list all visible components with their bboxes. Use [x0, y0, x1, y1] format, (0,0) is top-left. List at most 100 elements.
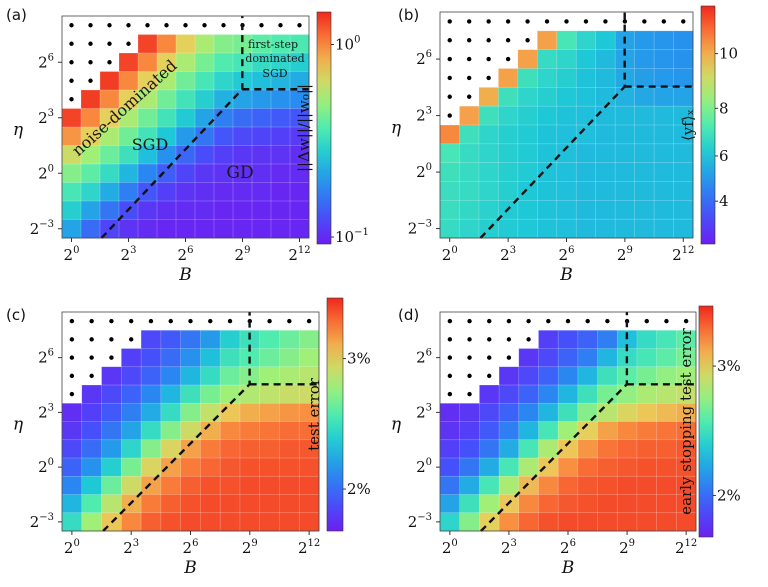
heatmap-cell [656, 402, 678, 423]
heatmap-cell [557, 366, 579, 386]
heatmap-cell [80, 219, 101, 239]
colorbar-tick-label: 8 [719, 99, 729, 117]
diverged-dot [525, 19, 530, 24]
heatmap-cell [538, 421, 559, 441]
heatmap-cell [259, 384, 281, 404]
heatmap-cell [636, 402, 658, 423]
diverged-dot [69, 391, 75, 397]
diverged-dot [447, 373, 453, 379]
heatmap-cell [673, 162, 694, 183]
x-tick-label-base: 2 [123, 539, 133, 557]
heatmap-cell [597, 494, 618, 514]
heatmap-cell [251, 126, 272, 147]
heatmap-cell [614, 162, 636, 183]
heatmap-cell [259, 439, 281, 459]
heatmap-cell [61, 457, 83, 477]
heatmap-cell [673, 181, 694, 202]
diverged-dot [89, 373, 94, 379]
y-tick-label-base: 2 [408, 220, 418, 238]
heatmap-cell [101, 475, 123, 496]
diverged-dot [287, 318, 292, 324]
y-tick-label-exp: −3 [417, 512, 432, 523]
heatmap-cell [101, 402, 123, 423]
diverged-dot [221, 23, 226, 28]
heatmap-cell [517, 162, 539, 183]
diverged-dot [486, 75, 491, 81]
heatmap-cell [213, 200, 234, 221]
heatmap-cell [575, 143, 597, 164]
heatmap-cell [518, 457, 540, 477]
colorbar-label: test error [305, 377, 323, 451]
heatmap-cell [239, 384, 261, 404]
heatmap-cell [595, 30, 616, 51]
heatmap-cell [239, 439, 261, 459]
diverged-dot [128, 318, 134, 324]
heatmap-cell [439, 162, 461, 183]
heatmap-cell [614, 143, 636, 164]
x-tick-label-exp: 3 [511, 538, 517, 549]
diverged-dot [69, 97, 74, 102]
heatmap-cell [595, 49, 616, 70]
heatmap-cell [459, 475, 481, 496]
heatmap-cell [656, 512, 678, 532]
diverged-dot [505, 19, 511, 24]
x-tick-label-exp: 9 [244, 245, 250, 256]
diverged-dot [467, 337, 472, 342]
heatmap-cell [478, 124, 500, 145]
heatmap-cell [459, 181, 480, 202]
heatmap-cell [101, 457, 123, 477]
diverged-dot [88, 41, 93, 46]
heatmap-cell [636, 366, 658, 386]
x-tick-label-exp: 6 [192, 538, 198, 549]
heatmap-cell [140, 494, 162, 514]
heatmap-cell [518, 439, 540, 459]
diverged-dot [69, 337, 75, 342]
diverged-dot [486, 19, 491, 24]
heatmap-cell [479, 494, 500, 514]
heatmap-cell [656, 421, 678, 441]
y-tick-label-exp: 3 [48, 108, 54, 119]
diverged-dot [128, 337, 134, 342]
heatmap-cell [251, 89, 272, 110]
heatmap-cell [616, 421, 638, 441]
heatmap-cell [194, 89, 215, 110]
y-tick-label: 23 [416, 402, 432, 421]
diverged-dot [447, 318, 453, 324]
y-tick-label: 2−3 [408, 219, 432, 238]
heatmap-cell [634, 218, 655, 239]
heatmap-cell [81, 421, 103, 441]
x-tick-label: 20 [442, 538, 458, 557]
heatmap-cell [537, 105, 558, 126]
heatmap-cell [121, 475, 142, 496]
heatmap-cell [140, 402, 162, 423]
diverged-dot [107, 23, 112, 28]
heatmap-cell [200, 329, 221, 350]
heatmap-cell [279, 421, 300, 441]
heatmap-cell [156, 219, 177, 239]
diverged-dot [505, 56, 511, 62]
heatmap-cell [61, 439, 83, 459]
heatmap-cell [137, 219, 158, 239]
heatmap-cell [118, 52, 139, 73]
heatmap-cell [575, 30, 597, 51]
diverged-dot [227, 318, 233, 324]
panel-label: (b) [398, 6, 419, 24]
x-tick-label-exp: 3 [510, 245, 516, 256]
heatmap-cell [479, 421, 500, 441]
y-tick-label-exp: −3 [39, 219, 54, 230]
heatmap-cell [498, 87, 519, 107]
heatmap-cell [175, 182, 196, 202]
heatmap-cell [653, 105, 675, 126]
heatmap-cell [81, 384, 103, 404]
heatmap-cell [156, 163, 177, 184]
diverged-dot [447, 337, 453, 342]
y-axis-title: η [13, 415, 24, 435]
heatmap-cell [81, 457, 103, 477]
y-tick-label-base: 2 [416, 163, 426, 181]
diverged-dot [447, 391, 453, 397]
diverged-dot [148, 318, 154, 324]
heatmap-cell [439, 457, 461, 477]
diverged-dot [168, 318, 173, 324]
colorbar-label: early stopping test error [677, 327, 695, 514]
